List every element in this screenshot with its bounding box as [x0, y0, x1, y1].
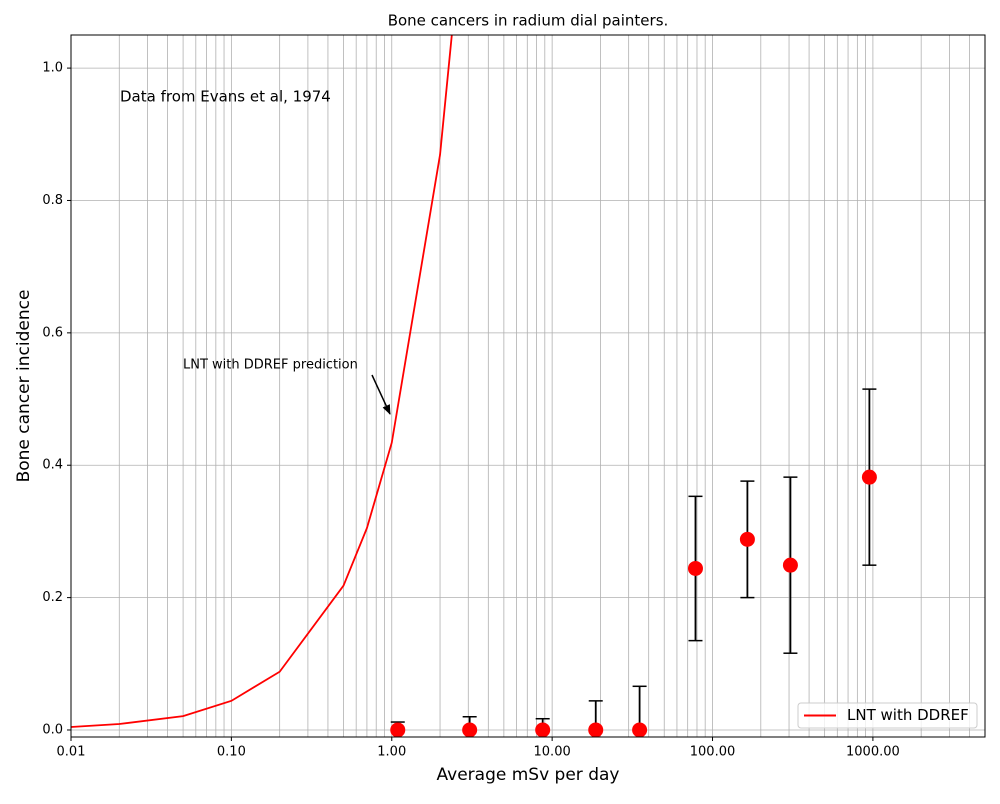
x-axis-label: Average mSv per day — [437, 765, 620, 785]
x-tick-label: 0.01 — [57, 745, 86, 760]
legend-label: LNT with DDREF — [847, 706, 969, 724]
legend-box — [797, 702, 978, 729]
chart-title: Bone cancers in radium dial painters. — [388, 12, 669, 30]
annotation-arrow — [371, 374, 391, 415]
y-tick-label: 1.0 — [42, 61, 63, 76]
axes-frame — [70, 34, 986, 738]
y-axis-label: Bone cancer incidence — [14, 290, 34, 483]
x-tick-label: 1.00 — [377, 745, 406, 760]
data-line — [71, 35, 453, 728]
x-tick-label: 1000.00 — [846, 745, 900, 760]
x-tick-label: 100.00 — [690, 745, 736, 760]
y-tick-label: 0.0 — [42, 722, 63, 737]
grid — [70, 35, 985, 737]
annotation: LNT with DDREF prediction — [183, 358, 358, 373]
scatter-point — [782, 557, 798, 573]
scatter-point — [632, 722, 648, 738]
y-tick-label: 0.8 — [42, 193, 63, 208]
y-tick-label: 0.2 — [42, 590, 63, 605]
scatter-point — [687, 560, 703, 576]
x-tick-label: 0.10 — [217, 745, 246, 760]
scatter-point — [588, 722, 604, 738]
scatter-point — [739, 531, 755, 547]
scatter-point — [390, 722, 406, 738]
scatter-point — [535, 722, 551, 738]
annotation: Data from Evans et al, 1974 — [120, 88, 331, 106]
plot-area — [71, 35, 877, 738]
x-tick-label: 10.00 — [534, 745, 571, 760]
y-tick-label: 0.4 — [42, 458, 63, 473]
legend: LNT with DDREF — [797, 702, 978, 729]
scatter-point — [462, 722, 478, 738]
y-tick-label: 0.6 — [42, 325, 63, 340]
scatter-point — [861, 469, 877, 485]
